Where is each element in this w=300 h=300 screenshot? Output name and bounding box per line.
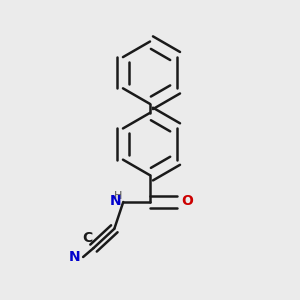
Text: O: O (181, 194, 193, 208)
Text: N: N (69, 250, 81, 264)
Text: N: N (110, 194, 122, 208)
Text: H: H (113, 191, 122, 201)
Text: C: C (82, 230, 92, 244)
